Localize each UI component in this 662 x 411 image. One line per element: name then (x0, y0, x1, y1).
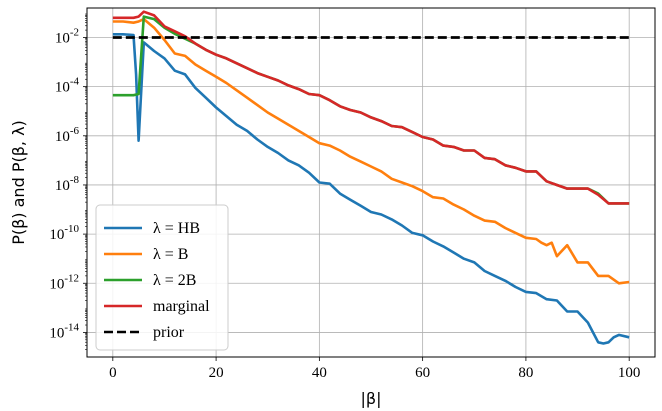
y-tick-label: 10-10 (49, 223, 79, 243)
legend-label: marginal (153, 298, 210, 315)
x-tick-label: 20 (209, 365, 224, 381)
legend-box (95, 204, 229, 351)
y-axis-label: P(β) and P(β, λ) (9, 120, 28, 245)
x-tick-label: 0 (109, 365, 117, 381)
legend-label: λ = HB (153, 220, 200, 237)
ticks: 0 20 40 60 80 100 10-14 10-12 10-10 10-8 10-6 10-4 1… (49, 13, 641, 381)
legend: λ = HB λ = B λ = 2B marginal prior (95, 204, 229, 351)
y-tick-label: 10-12 (49, 272, 79, 292)
y-tick-label: 10-2 (55, 26, 79, 46)
x-tick-label: 60 (415, 365, 430, 381)
series-line--b (112, 17, 630, 285)
x-tick-label: 40 (312, 365, 327, 381)
plot-frame (86, 7, 656, 358)
legend-label: λ = B (153, 246, 188, 263)
y-tick-label: 10-6 (55, 125, 80, 145)
x-axis-label: |β| (361, 389, 382, 408)
series-line--2b (112, 15, 630, 205)
x-tick-label: 80 (518, 365, 533, 381)
y-tick-label: 10-14 (49, 321, 79, 341)
y-tick-label: 10-4 (55, 76, 80, 96)
x-tick-label: 100 (618, 365, 641, 381)
legend-label: prior (153, 324, 185, 341)
y-tick-label: 10-8 (55, 174, 80, 194)
series-line--hb (112, 32, 630, 345)
series-layer (112, 10, 630, 345)
series-line-marginal (112, 10, 630, 205)
legend-label: λ = 2B (153, 272, 196, 289)
